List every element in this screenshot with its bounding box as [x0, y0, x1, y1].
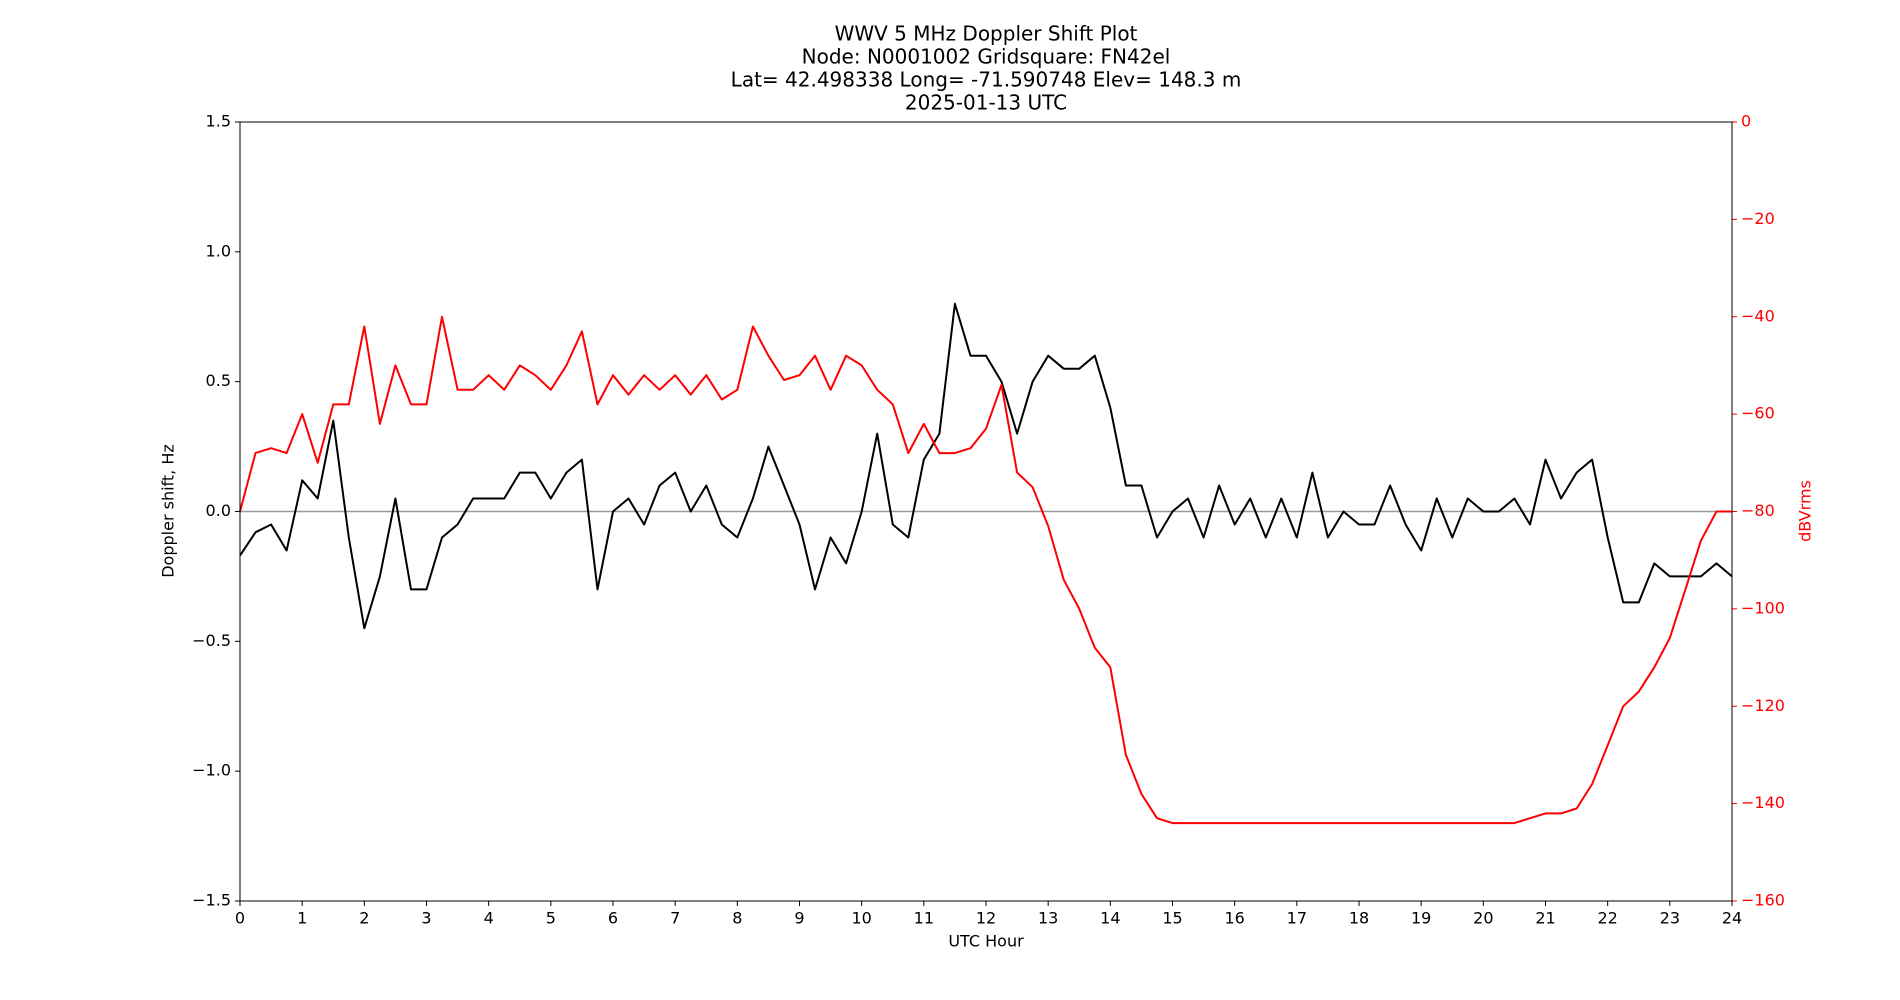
x-tick-label: 14 — [1100, 909, 1120, 928]
y2-tick-label: −20 — [1741, 209, 1775, 228]
x-tick-label: 22 — [1597, 909, 1617, 928]
y2-tick-label: −160 — [1741, 891, 1785, 910]
y-tick-label: −1.5 — [192, 891, 231, 910]
y-tick-label: 1.5 — [206, 112, 231, 131]
y-tick-label: −1.0 — [192, 761, 231, 780]
x-tick-label: 6 — [608, 909, 618, 928]
y2-axis-label: dBVrms — [1796, 480, 1815, 542]
chart-subtitle: 2025-01-13 UTC — [905, 91, 1067, 115]
x-tick-label: 5 — [546, 909, 556, 928]
x-tick-label: 23 — [1660, 909, 1680, 928]
y2-tick-label: −80 — [1741, 501, 1775, 520]
x-tick-label: 0 — [235, 909, 245, 928]
y-tick-label: 0.0 — [206, 501, 231, 520]
y2-tick-label: 0 — [1741, 112, 1751, 131]
y-tick-label: 1.0 — [206, 241, 231, 260]
x-tick-label: 4 — [484, 909, 494, 928]
plot-frame — [239, 121, 1733, 902]
x-tick-label: 12 — [976, 909, 996, 928]
y2-tick-label: −100 — [1741, 598, 1785, 617]
data-line — [239, 315, 1732, 825]
x-tick-label: 20 — [1473, 909, 1493, 928]
y-axis-label: Doppler shift, Hz — [159, 444, 178, 578]
y2-tick-label: −120 — [1741, 696, 1785, 715]
x-tick-label: 24 — [1722, 909, 1742, 928]
y-tick-label: 0.5 — [206, 371, 231, 390]
data-line — [239, 302, 1733, 630]
chart-title: WWV 5 MHz Doppler Shift Plot — [835, 22, 1138, 46]
x-tick-label: 15 — [1162, 909, 1182, 928]
chart-subtitle: Lat= 42.498338 Long= -71.590748 Elev= 14… — [731, 68, 1242, 92]
x-tick-label: 3 — [421, 909, 431, 928]
x-tick-label: 16 — [1224, 909, 1244, 928]
y2-tick-label: −140 — [1741, 793, 1785, 812]
y2-tick-label: −40 — [1741, 306, 1775, 325]
x-tick-label: 19 — [1411, 909, 1431, 928]
x-tick-label: 10 — [851, 909, 871, 928]
x-tick-label: 11 — [914, 909, 934, 928]
x-tick-label: 7 — [670, 909, 680, 928]
x-tick-label: 8 — [732, 909, 742, 928]
x-tick-label: 21 — [1535, 909, 1555, 928]
x-axis-label: UTC Hour — [948, 932, 1024, 951]
x-tick-label: 13 — [1038, 909, 1058, 928]
y-tick-label: −0.5 — [192, 631, 231, 650]
x-tick-label: 9 — [794, 909, 804, 928]
chart-subtitle: Node: N0001002 Gridsquare: FN42el — [802, 45, 1171, 69]
x-tick-label: 18 — [1349, 909, 1369, 928]
x-tick-label: 1 — [297, 909, 307, 928]
x-tick-label: 17 — [1287, 909, 1307, 928]
y2-tick-label: −60 — [1741, 404, 1775, 423]
x-tick-label: 2 — [359, 909, 369, 928]
